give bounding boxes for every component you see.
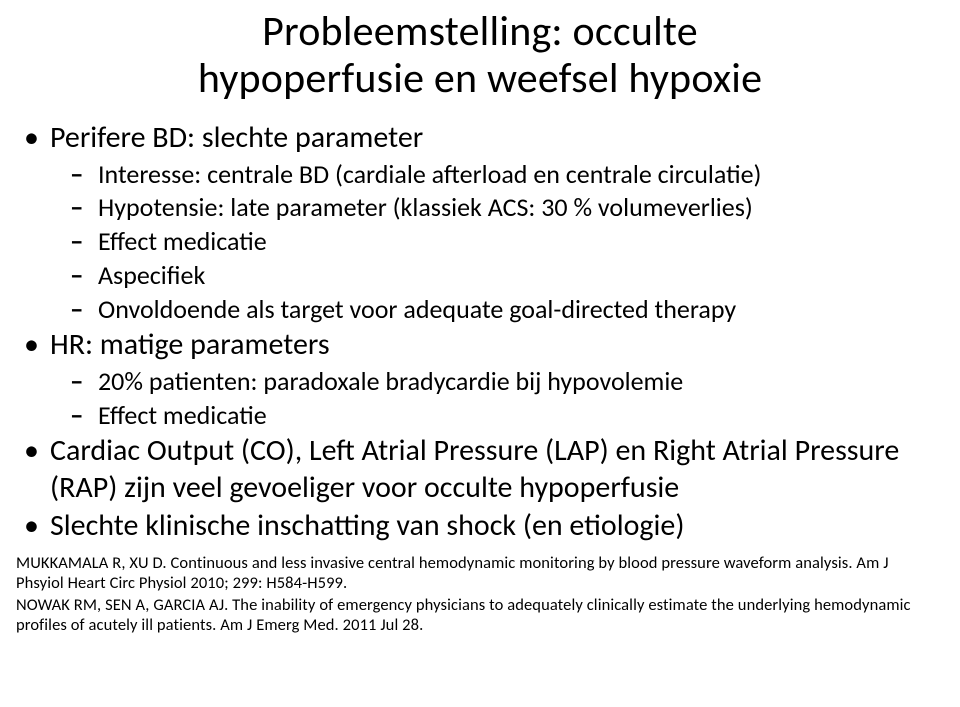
bullet-item: Perifere BD: slechte parameter Interesse… — [50, 120, 944, 325]
bullet-item: Cardiac Output (CO), Left Atrial Pressur… — [50, 433, 944, 506]
sub-bullet-item: 20% patienten: paradoxale bradycardie bi… — [98, 366, 944, 398]
title-line-1: Probleemstelling: occulte — [262, 6, 698, 57]
sub-bullet-item: Interesse: centrale BD (cardiale afterlo… — [98, 159, 944, 191]
sub-bullet-list: Interesse: centrale BD (cardiale afterlo… — [98, 159, 944, 326]
slide: Probleemstelling: occulte hypoperfusie e… — [0, 0, 960, 707]
bullet-item: Slechte klinische inschatting van shock … — [50, 508, 944, 545]
reference-line: MUKKAMALA R, XU D. Continuous and less i… — [16, 553, 936, 593]
sub-bullet-item: Hypotensie: late parameter (klassiek ACS… — [98, 192, 944, 224]
title-line-2: hypoperfusie en weefsel hypoxie — [198, 53, 762, 104]
sub-bullet-item: Aspecifiek — [98, 260, 944, 292]
reference-line: NOWAK RM, SEN A, GARCIA AJ. The inabilit… — [16, 595, 936, 635]
sub-bullet-item: Effect medicatie — [98, 400, 944, 432]
bullet-text: Slechte klinische inschatting van shock … — [50, 507, 684, 544]
bullet-text: Perifere BD: slechte parameter — [50, 119, 423, 156]
bullet-text: Cardiac Output (CO), Left Atrial Pressur… — [50, 432, 899, 506]
sub-bullet-item: Effect medicatie — [98, 226, 944, 258]
bullet-item: HR: matige parameters 20% patienten: par… — [50, 327, 944, 431]
slide-title: Probleemstelling: occulte hypoperfusie e… — [56, 8, 904, 102]
sub-bullet-list: 20% patienten: paradoxale bradycardie bi… — [98, 366, 944, 431]
bullet-text: HR: matige parameters — [50, 326, 330, 363]
sub-bullet-item: Onvoldoende als target voor adequate goa… — [98, 294, 944, 326]
references: MUKKAMALA R, XU D. Continuous and less i… — [16, 553, 944, 636]
bullet-list: Perifere BD: slechte parameter Interesse… — [16, 120, 944, 545]
